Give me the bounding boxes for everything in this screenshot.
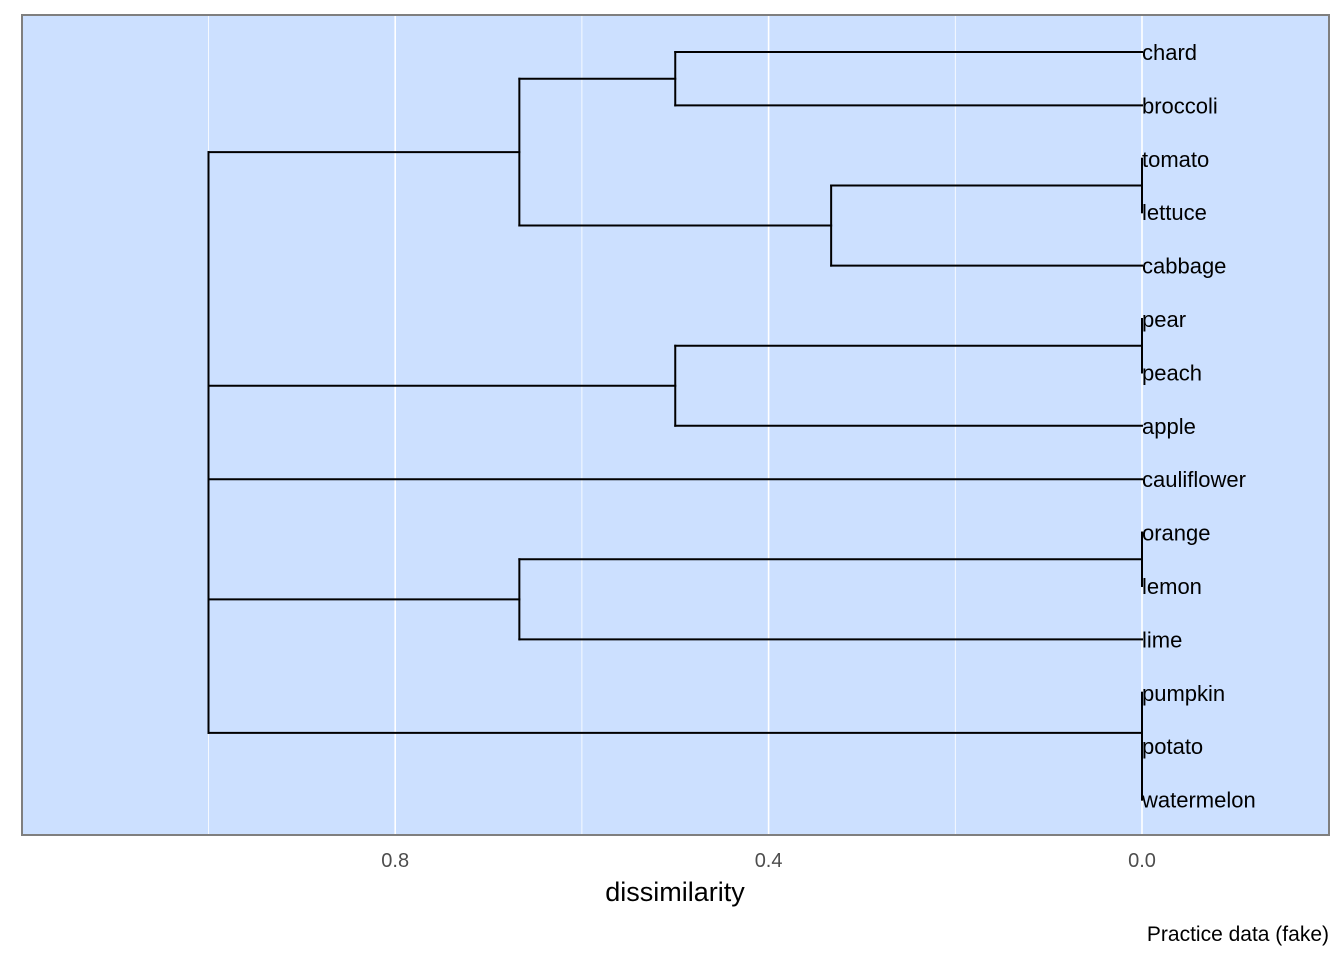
- leaf-label-peach: peach: [1142, 360, 1202, 385]
- leaf-label-broccoli: broccoli: [1142, 93, 1218, 118]
- x-tick-label: 0.4: [755, 850, 783, 872]
- leaf-label-lettuce: lettuce: [1142, 200, 1207, 225]
- leaf-label-lemon: lemon: [1142, 574, 1202, 599]
- chart-caption: Practice data (fake): [1147, 923, 1329, 946]
- leaf-label-chard: chard: [1142, 40, 1197, 65]
- plot-panel-border: [21, 14, 1330, 836]
- x-axis-ticks: 0.8 0.4 0.0: [381, 850, 1156, 872]
- leaf-labels: chard broccoli tomato lettuce cabbage pear pea…: [1141, 40, 1256, 813]
- leaf-label-watermelon: watermelon: [1141, 788, 1256, 813]
- leaf-label-lime: lime: [1142, 627, 1182, 652]
- leaf-label-apple: apple: [1142, 414, 1196, 439]
- x-axis-title: dissimilarity: [605, 877, 745, 907]
- leaf-label-pear: pear: [1142, 307, 1186, 332]
- leaf-label-tomato: tomato: [1142, 147, 1209, 172]
- leaf-label-cabbage: cabbage: [1142, 254, 1226, 279]
- leaf-label-cauliflower: cauliflower: [1142, 467, 1246, 492]
- leaf-label-orange: orange: [1142, 521, 1211, 546]
- leaf-label-pumpkin: pumpkin: [1142, 681, 1225, 706]
- x-tick-label: 0.8: [381, 850, 409, 872]
- x-tick-label: 0.0: [1128, 850, 1156, 872]
- leaf-label-potato: potato: [1142, 734, 1203, 759]
- dendrogram-branches: [207, 51, 1143, 801]
- merge-m11: [207, 151, 1143, 734]
